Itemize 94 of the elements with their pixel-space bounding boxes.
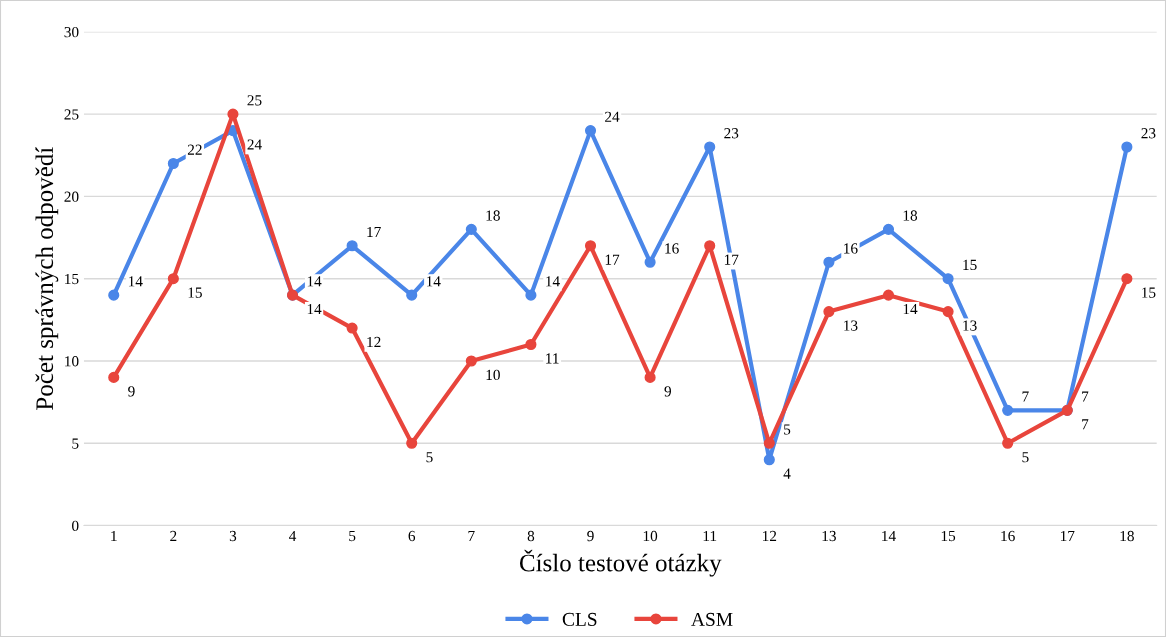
point <box>882 223 895 235</box>
point <box>346 322 358 334</box>
y-tick-label: 0 <box>72 520 79 531</box>
data-label: 25 <box>247 95 262 106</box>
data-label: 15 <box>188 287 202 298</box>
x-tick-label: 16 <box>1001 530 1015 542</box>
x-tick-label: 14 <box>882 530 896 541</box>
x-tick-label: 2 <box>170 530 177 541</box>
point <box>167 157 179 170</box>
x-tick-label: 6 <box>408 530 416 542</box>
point <box>942 273 954 285</box>
x-tick-label: 5 <box>349 530 356 542</box>
point <box>406 289 418 301</box>
data-label: 7 <box>1082 391 1089 402</box>
x-tick-label: 8 <box>527 530 535 542</box>
data-label: 14 <box>307 276 322 287</box>
data-label: 7 <box>1022 391 1029 402</box>
point <box>644 256 656 268</box>
data-label: 7 <box>1082 419 1089 430</box>
x-tick-label: 3 <box>229 530 237 542</box>
data-label: 24 <box>605 111 620 122</box>
data-label: 17 <box>605 254 620 265</box>
x-tick-label: 4 <box>289 530 297 541</box>
data-label: 14 <box>903 303 918 315</box>
data-label: 4 <box>783 468 791 479</box>
data-label: 12 <box>367 336 381 347</box>
data-label: 23 <box>1141 128 1156 139</box>
data-label: 15 <box>963 259 977 271</box>
point <box>1002 437 1014 449</box>
x-tick-label: 18 <box>1120 530 1134 542</box>
y-tick-label: 10 <box>65 356 79 367</box>
x-tick-label: 17 <box>1060 530 1075 541</box>
x-tick-label: 9 <box>587 530 594 542</box>
data-label: 13 <box>963 320 977 331</box>
y-tick-label: 15 <box>65 273 79 285</box>
x-tick-label: 12 <box>763 530 777 541</box>
point <box>584 125 597 137</box>
data-label: 16 <box>665 243 679 254</box>
data-label: 15 <box>1142 287 1156 298</box>
y-tick-label: 30 <box>64 26 79 38</box>
data-label: 24 <box>247 139 262 150</box>
point <box>882 289 895 301</box>
point <box>227 108 239 120</box>
data-label: 14 <box>426 276 441 287</box>
point <box>108 289 120 301</box>
point <box>108 371 120 383</box>
x-axis-title: Číslo testové otázky <box>519 549 722 577</box>
point <box>1121 141 1133 153</box>
y-tick-label: 5 <box>72 438 79 449</box>
point <box>942 306 954 318</box>
data-label: 10 <box>486 369 500 381</box>
point <box>763 454 775 466</box>
data-label: 5 <box>426 452 433 463</box>
data-label: 22 <box>187 144 202 155</box>
data-label: 11 <box>546 353 559 364</box>
y-tick-label: 25 <box>64 109 79 120</box>
legend-label: ASM <box>691 612 733 626</box>
data-label: 14 <box>307 303 322 315</box>
point <box>1002 404 1014 416</box>
data-label: 17 <box>367 226 381 237</box>
point <box>644 371 656 383</box>
data-label: 5 <box>1022 452 1029 463</box>
point <box>823 306 835 318</box>
point <box>465 355 477 367</box>
point <box>1121 273 1133 285</box>
data-label: 23 <box>724 128 739 139</box>
y-tick-label: 20 <box>64 191 79 202</box>
point <box>584 240 597 252</box>
data-label: 13 <box>844 320 858 331</box>
point <box>823 256 835 268</box>
point <box>525 289 537 301</box>
legend-label: CLS <box>562 612 597 626</box>
point <box>346 240 358 252</box>
point <box>406 437 418 449</box>
data-label: 16 <box>844 243 858 254</box>
x-tick-label: 15 <box>941 530 956 542</box>
data-label: 9 <box>128 386 135 397</box>
data-label: 18 <box>486 210 500 221</box>
data-label: 18 <box>903 210 918 221</box>
data-label: 17 <box>724 254 739 265</box>
y-axis-title: Počet správných odpovědí <box>35 147 59 410</box>
point <box>525 338 537 351</box>
data-label: 9 <box>664 386 672 397</box>
x-tick-label: 10 <box>643 530 658 542</box>
data-label: 5 <box>784 424 791 435</box>
data-label: 14 <box>128 276 143 287</box>
x-tick-label: 11 <box>703 530 717 541</box>
x-tick-label: 7 <box>468 530 475 541</box>
x-tick-label: 13 <box>822 530 836 542</box>
data-label: 14 <box>546 276 560 287</box>
point <box>167 273 179 285</box>
x-tick-label: 1 <box>111 530 117 541</box>
point <box>704 141 716 153</box>
point <box>465 223 477 235</box>
